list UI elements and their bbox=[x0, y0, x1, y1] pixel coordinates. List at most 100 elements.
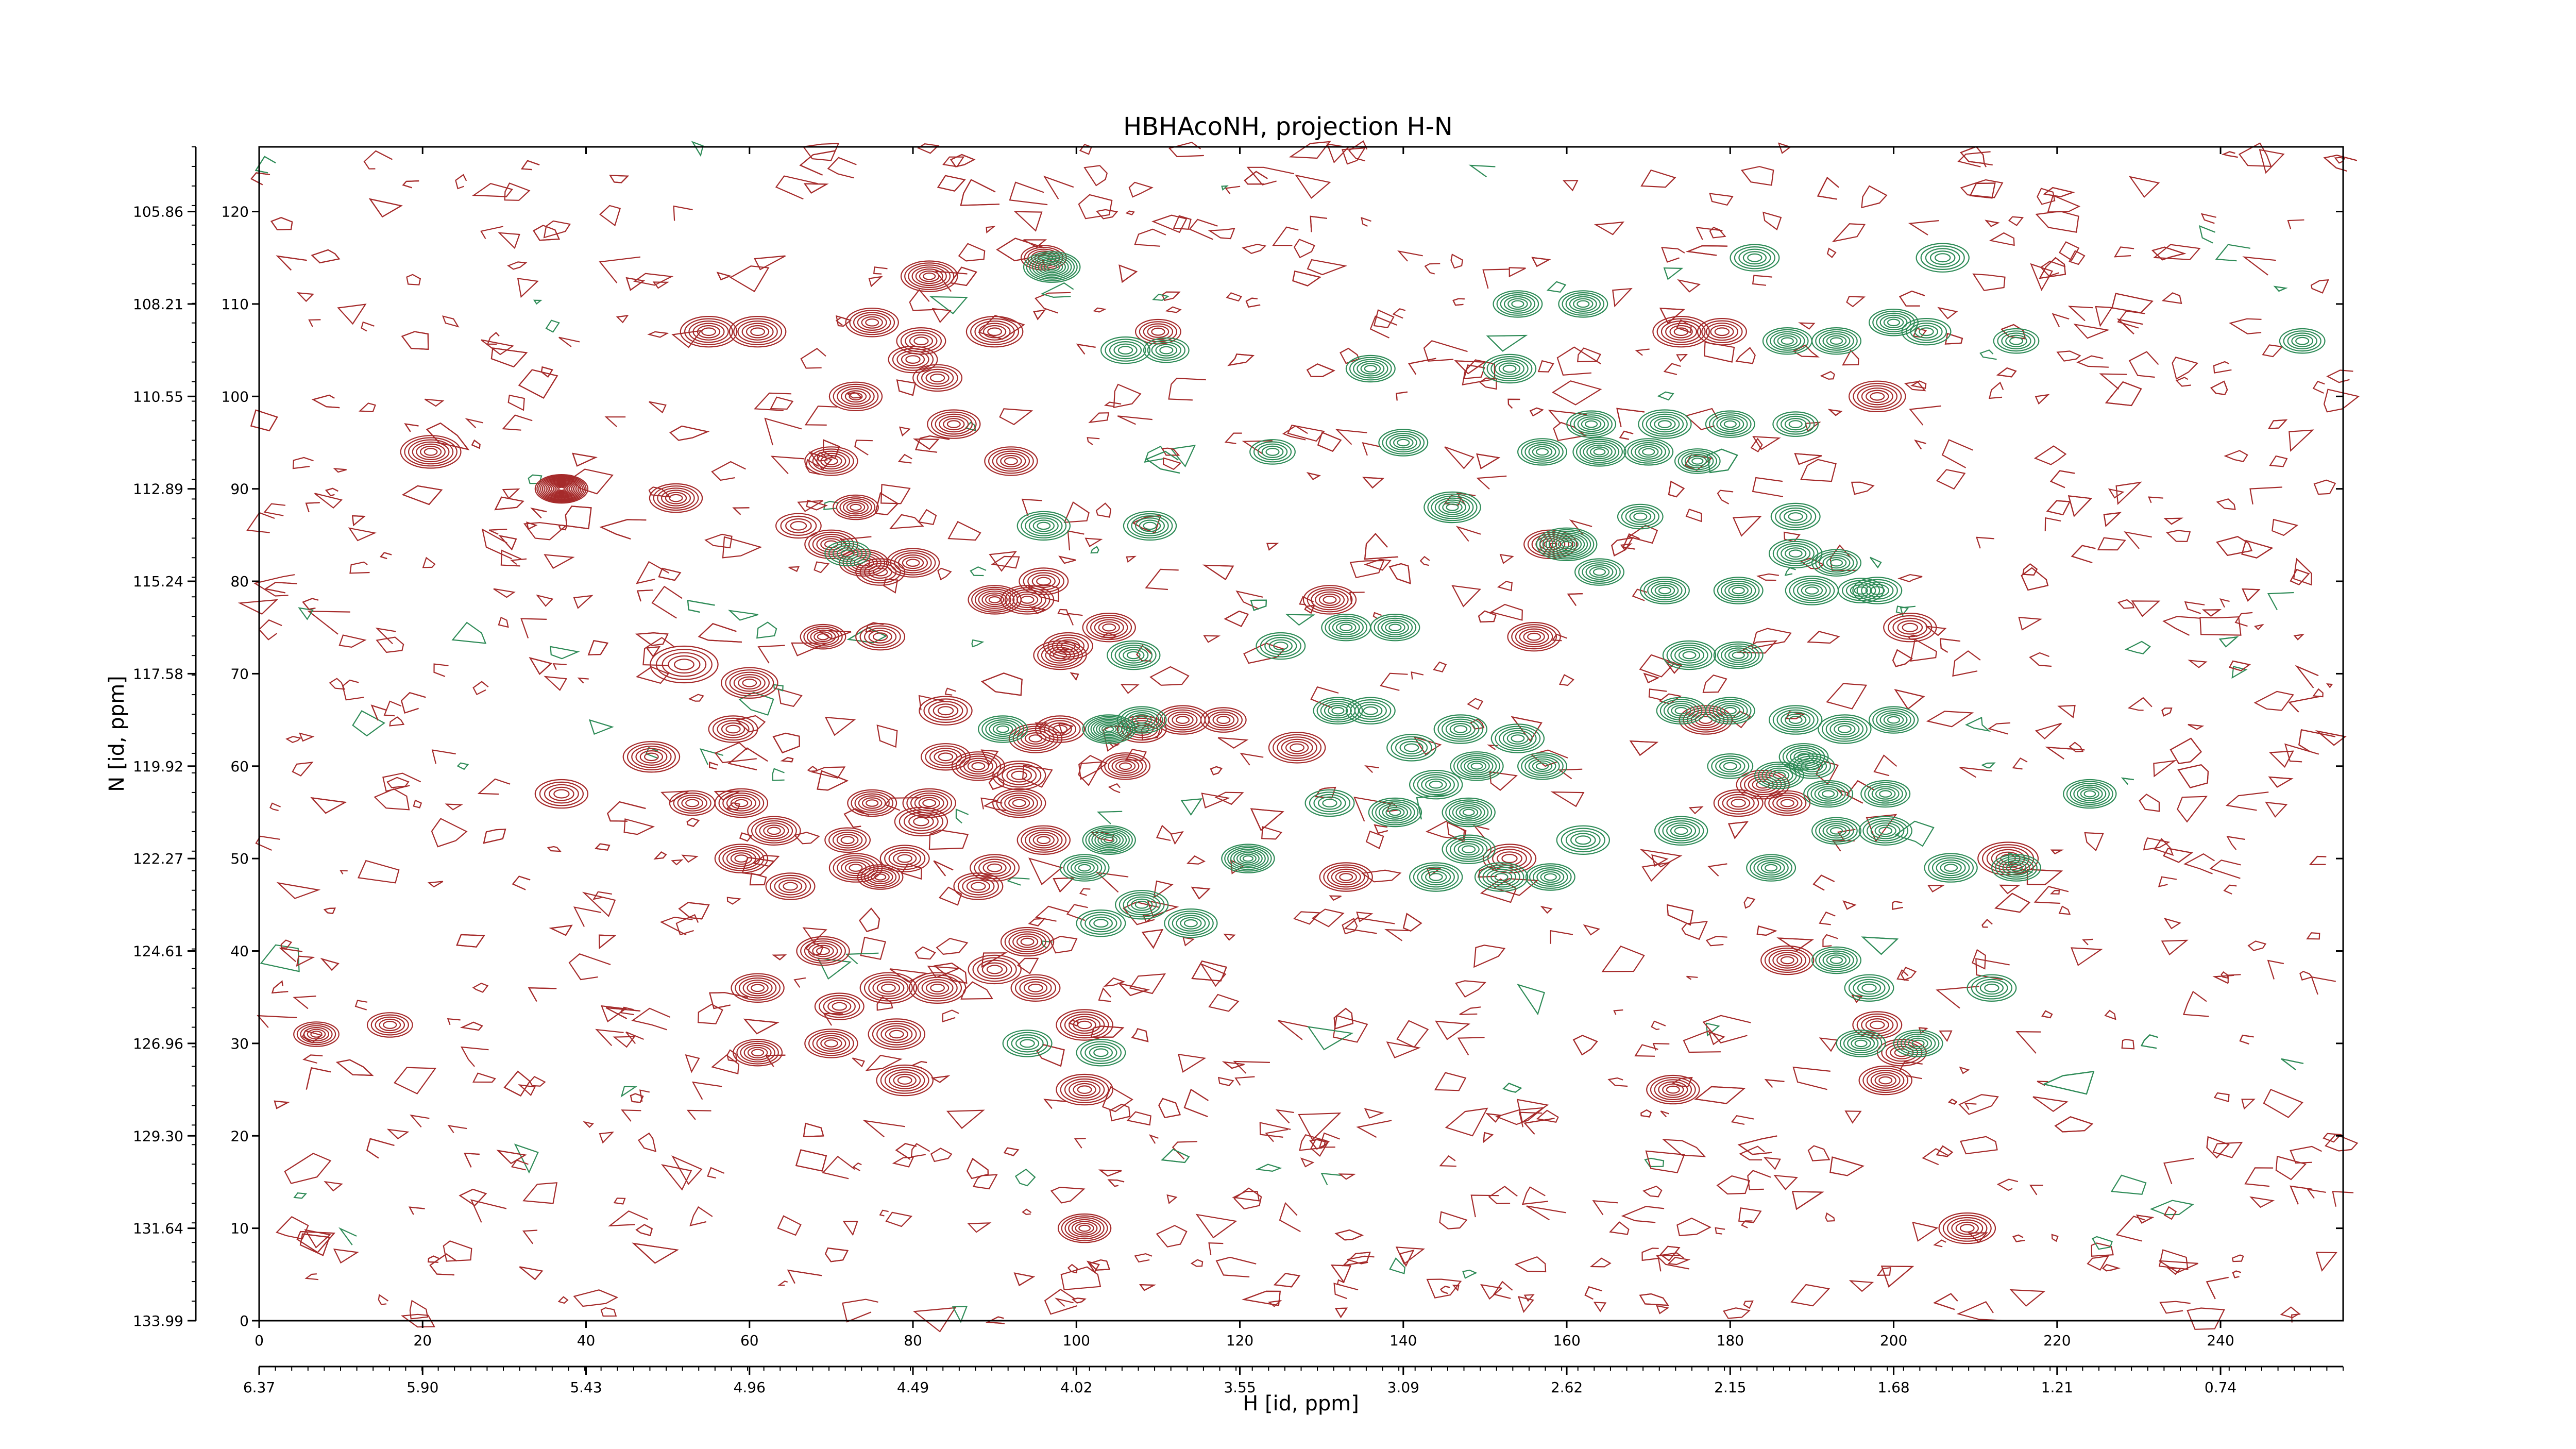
peak bbox=[992, 788, 1046, 818]
contour-level bbox=[908, 814, 934, 829]
contour-level bbox=[1089, 1046, 1113, 1059]
noise-contour bbox=[1326, 143, 1350, 164]
contour-level bbox=[1874, 824, 1896, 837]
noise-contour bbox=[952, 1306, 968, 1323]
noise-contour bbox=[2046, 500, 2071, 516]
noise-contour bbox=[1242, 244, 1267, 255]
contour-level bbox=[745, 325, 770, 339]
contour-level bbox=[1717, 643, 1760, 667]
noise-contour bbox=[2139, 794, 2160, 812]
contour-level bbox=[1135, 716, 1148, 724]
peak bbox=[804, 529, 858, 560]
noise-contour bbox=[406, 274, 421, 285]
contour-level bbox=[1709, 699, 1752, 723]
x-ppm-tick-label: 4.96 bbox=[734, 1379, 766, 1396]
noise-contour bbox=[2153, 760, 2177, 778]
noise-contour bbox=[1095, 502, 1112, 518]
noise-contour bbox=[1235, 590, 1263, 610]
contour-level bbox=[1016, 935, 1039, 948]
noise-contour bbox=[401, 331, 429, 350]
noise-contour bbox=[1842, 900, 1857, 910]
contour-level bbox=[1815, 819, 1858, 843]
peak bbox=[1574, 558, 1625, 586]
contour-level bbox=[1815, 329, 1858, 353]
peak bbox=[902, 788, 956, 818]
contour-level bbox=[1120, 708, 1163, 732]
peak bbox=[1482, 353, 1537, 384]
contour-level bbox=[896, 327, 946, 355]
contour-level bbox=[1581, 418, 1602, 430]
noise-contour bbox=[447, 1125, 467, 1134]
noise-contour bbox=[428, 1255, 439, 1263]
noise-contour bbox=[1090, 1025, 1125, 1038]
noise-contour bbox=[302, 598, 319, 610]
noise-contour bbox=[2115, 481, 2142, 506]
noise-contour bbox=[1424, 263, 1440, 275]
noise-contour bbox=[427, 881, 444, 888]
noise-contour bbox=[1221, 185, 1229, 191]
contour-level bbox=[1064, 1217, 1105, 1240]
contour-level bbox=[1115, 760, 1136, 772]
noise-contour bbox=[2259, 149, 2285, 174]
contour-level bbox=[851, 791, 894, 815]
noise-contour bbox=[675, 914, 699, 936]
noise-contour bbox=[1486, 334, 1528, 352]
noise-contour bbox=[726, 897, 741, 905]
contour-level bbox=[1991, 854, 2042, 882]
peak bbox=[1768, 705, 1823, 735]
contour-level bbox=[1772, 771, 1786, 779]
contour-level bbox=[1732, 586, 1745, 595]
noise-contour bbox=[2210, 380, 2228, 395]
peak bbox=[680, 316, 738, 348]
noise-contour bbox=[587, 640, 609, 655]
contour-level bbox=[937, 706, 954, 716]
contour-level bbox=[1093, 919, 1109, 928]
noise-contour bbox=[1344, 917, 1395, 934]
noise-contour bbox=[2219, 598, 2230, 608]
contour-level bbox=[1545, 532, 1588, 557]
noise-contour bbox=[999, 408, 1033, 426]
contour-level bbox=[1849, 380, 1906, 413]
contour-level bbox=[1082, 612, 1136, 643]
noise-contour bbox=[937, 567, 952, 581]
contour-level bbox=[673, 659, 694, 670]
noise-contour bbox=[727, 747, 768, 770]
noise-contour bbox=[868, 276, 884, 288]
contour-level bbox=[1130, 898, 1153, 911]
noise-contour bbox=[2037, 1081, 2048, 1086]
contour-level bbox=[1883, 714, 1904, 726]
noise-contour bbox=[1244, 171, 1268, 185]
contour-level bbox=[1409, 862, 1463, 892]
contour-level bbox=[718, 846, 765, 871]
noise-contour bbox=[496, 1150, 527, 1165]
contour-level bbox=[955, 753, 1002, 779]
noise-contour bbox=[1040, 282, 1074, 298]
contour-level bbox=[1652, 316, 1710, 348]
peak bbox=[1656, 697, 1706, 724]
contour-level bbox=[1139, 519, 1161, 532]
contour-level bbox=[1494, 873, 1509, 881]
noise-contour bbox=[1956, 1301, 2003, 1321]
contour-level bbox=[701, 327, 716, 336]
contour-level bbox=[880, 1067, 929, 1094]
contour-level bbox=[1876, 312, 1911, 332]
contour-level bbox=[884, 847, 926, 870]
contour-level bbox=[1102, 623, 1116, 632]
noise-contour bbox=[1306, 472, 1321, 480]
noise-contour bbox=[1250, 599, 1267, 611]
noise-contour bbox=[488, 529, 507, 535]
noise-contour bbox=[1909, 405, 1941, 426]
peak bbox=[814, 992, 865, 1020]
noise-contour bbox=[1904, 381, 1926, 392]
noise-contour bbox=[1798, 322, 1816, 330]
noise-contour bbox=[568, 953, 611, 981]
contour-level bbox=[1453, 840, 1484, 858]
noise-contour bbox=[2239, 1034, 2254, 1044]
contour-level bbox=[876, 981, 901, 995]
noise-contour bbox=[802, 927, 827, 943]
contour-level bbox=[1756, 780, 1770, 789]
contour-level bbox=[865, 318, 879, 327]
contour-level bbox=[1511, 734, 1525, 743]
contour-level bbox=[1856, 579, 1898, 602]
noise-contour bbox=[1107, 1179, 1125, 1187]
